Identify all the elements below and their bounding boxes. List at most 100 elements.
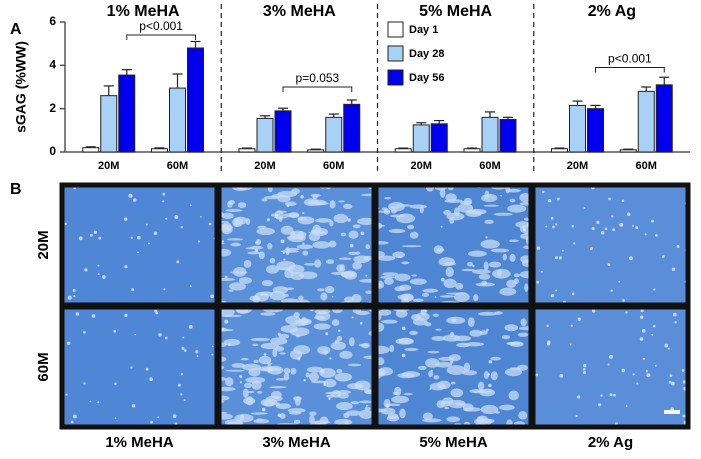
texture xyxy=(464,342,484,347)
texture xyxy=(366,404,368,407)
texture xyxy=(240,357,249,361)
panel-label: B xyxy=(10,181,22,198)
texture xyxy=(469,329,483,337)
texture xyxy=(395,204,413,207)
y-tick-label: 2 xyxy=(49,101,56,115)
texture xyxy=(504,324,519,332)
texture xyxy=(422,412,433,421)
texture xyxy=(409,278,427,285)
texture xyxy=(130,236,133,239)
texture xyxy=(434,296,437,298)
texture xyxy=(280,239,285,244)
texture xyxy=(669,374,673,377)
texture xyxy=(123,217,128,221)
texture xyxy=(114,417,117,420)
texture xyxy=(230,242,241,247)
texture xyxy=(422,418,442,423)
texture xyxy=(261,198,268,202)
texture xyxy=(513,278,520,284)
texture xyxy=(197,240,201,243)
texture xyxy=(260,342,280,350)
texture xyxy=(67,341,71,346)
texture xyxy=(463,362,471,372)
texture xyxy=(444,407,450,410)
texture xyxy=(570,324,574,327)
texture xyxy=(348,337,355,347)
texture xyxy=(295,334,301,338)
texture xyxy=(653,288,656,291)
texture xyxy=(233,216,248,225)
texture xyxy=(89,233,93,237)
texture xyxy=(435,328,442,331)
texture xyxy=(298,295,304,301)
bar xyxy=(343,103,361,153)
texture xyxy=(401,245,422,248)
micrograph xyxy=(533,307,688,427)
texture xyxy=(338,200,345,203)
texture xyxy=(253,359,259,364)
texture xyxy=(137,251,139,254)
bar xyxy=(274,110,292,153)
texture xyxy=(507,204,527,213)
texture xyxy=(431,335,446,341)
x-tick-label: 20M xyxy=(254,160,275,172)
texture xyxy=(381,207,389,211)
texture xyxy=(509,198,516,203)
texture xyxy=(289,349,303,360)
texture xyxy=(583,207,586,209)
texture xyxy=(524,283,529,292)
texture xyxy=(323,383,327,386)
texture xyxy=(670,381,675,386)
texture xyxy=(422,288,439,293)
texture xyxy=(412,318,428,326)
texture xyxy=(672,312,677,317)
image-border xyxy=(530,304,691,430)
texture xyxy=(308,231,326,234)
texture xyxy=(351,293,362,304)
texture xyxy=(412,298,424,302)
image-bg xyxy=(62,307,217,427)
texture xyxy=(546,324,549,328)
texture xyxy=(611,215,614,218)
texture xyxy=(279,352,286,355)
texture xyxy=(224,377,234,387)
texture xyxy=(211,353,214,356)
texture xyxy=(639,337,644,341)
texture xyxy=(181,346,185,350)
texture xyxy=(397,372,415,379)
texture xyxy=(455,282,464,290)
texture xyxy=(555,289,557,292)
texture xyxy=(312,420,331,425)
texture xyxy=(257,390,263,394)
texture xyxy=(363,255,373,261)
texture xyxy=(247,390,255,394)
texture xyxy=(189,204,192,207)
texture xyxy=(307,199,327,206)
texture xyxy=(219,413,233,420)
texture xyxy=(391,395,409,404)
texture xyxy=(435,361,453,368)
texture xyxy=(365,274,368,277)
y-axis-label: sGAG (%WW) xyxy=(13,41,29,133)
texture xyxy=(242,388,249,398)
texture xyxy=(618,280,621,283)
texture xyxy=(338,257,352,260)
error-bar xyxy=(485,111,495,118)
texture xyxy=(297,216,315,225)
texture xyxy=(269,257,276,264)
texture xyxy=(312,194,318,200)
texture xyxy=(571,292,575,296)
error-bar xyxy=(623,148,634,150)
texture xyxy=(396,213,416,224)
texture xyxy=(75,312,80,316)
error-bar xyxy=(398,147,409,149)
texture xyxy=(591,226,595,231)
error-bar xyxy=(434,119,445,124)
texture xyxy=(483,261,489,271)
texture xyxy=(347,218,351,222)
texture xyxy=(266,265,279,274)
texture xyxy=(389,344,395,353)
texture xyxy=(282,251,285,254)
texture xyxy=(365,290,373,294)
texture xyxy=(162,192,166,196)
